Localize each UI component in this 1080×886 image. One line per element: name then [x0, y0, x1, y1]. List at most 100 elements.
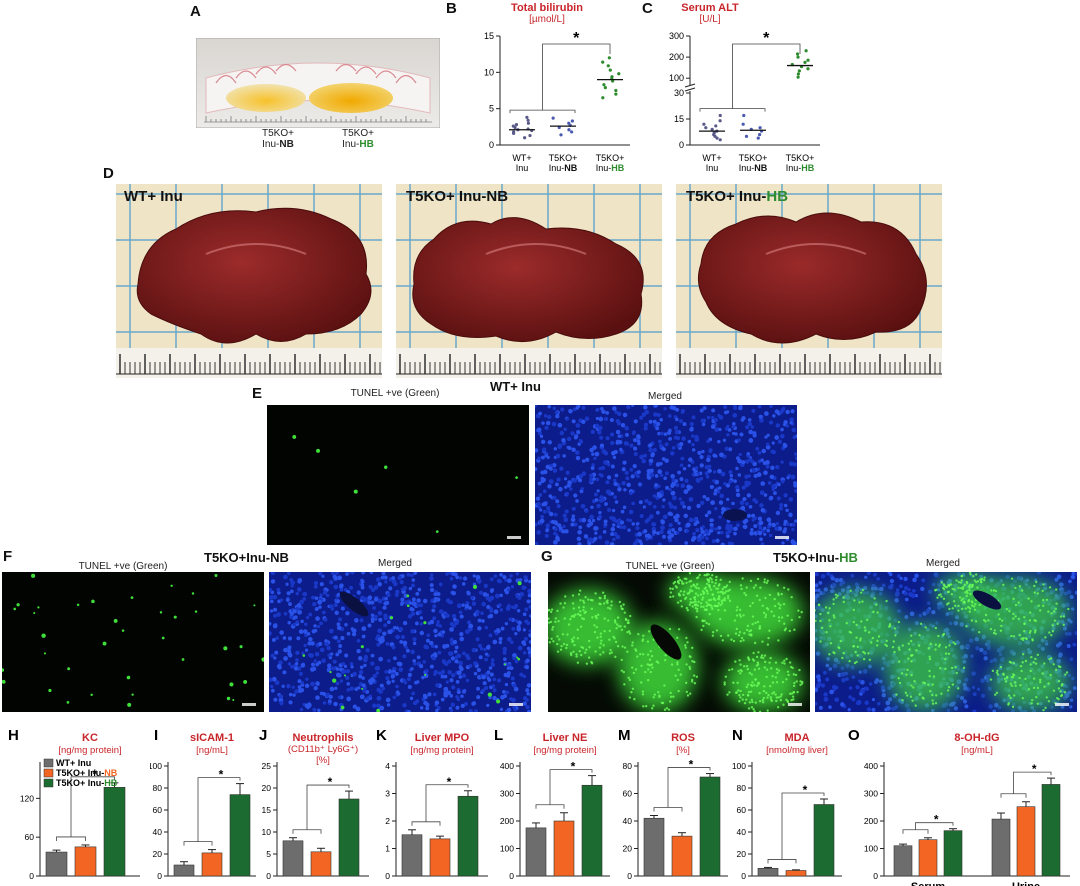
nucleus	[653, 412, 658, 417]
nucleus	[342, 669, 347, 674]
nucleus	[851, 675, 856, 679]
tunel-positive-cell	[161, 636, 165, 640]
nucleus	[270, 653, 275, 658]
nucleus	[771, 441, 775, 445]
nucleus	[718, 515, 722, 519]
nucleus	[321, 610, 326, 615]
nucleus	[525, 704, 530, 710]
nucleus	[451, 623, 456, 628]
tunel-positive-cell	[302, 654, 306, 657]
nucleus	[576, 536, 582, 542]
nucleus	[549, 511, 554, 517]
nucleus	[484, 652, 489, 656]
tunel-signal	[783, 622, 786, 625]
tunel-signal	[609, 607, 612, 610]
tunel-signal	[692, 601, 695, 604]
nucleus	[620, 423, 626, 428]
nucleus	[382, 605, 387, 610]
tunel-signal	[779, 695, 782, 698]
nucleus	[337, 649, 342, 654]
nucleus	[729, 474, 734, 478]
tunel-signal	[674, 585, 677, 588]
chart-title: ROS	[671, 732, 695, 744]
nucleus	[407, 709, 411, 712]
tunel-signal	[819, 612, 822, 616]
tunel-signal	[621, 645, 624, 648]
tunel-signal	[701, 598, 704, 601]
nucleus	[429, 583, 434, 588]
nucleus	[303, 643, 307, 648]
nucleus	[524, 665, 529, 670]
nucleus	[581, 471, 587, 476]
tunel-signal	[907, 657, 910, 660]
nucleus	[954, 615, 960, 620]
nucleus	[612, 537, 616, 542]
tunel-signal	[603, 629, 606, 633]
nucleus	[339, 679, 344, 683]
liver-photo-wt	[116, 184, 382, 378]
nucleus	[705, 536, 709, 541]
nucleus	[279, 630, 284, 635]
tunel-signal	[721, 587, 724, 591]
tunel-signal	[1036, 686, 1040, 690]
nucleus	[862, 669, 868, 674]
tunel-signal	[738, 659, 741, 662]
nucleus	[376, 695, 382, 701]
nucleus	[525, 658, 530, 663]
nucleus	[373, 614, 378, 620]
nucleus	[584, 509, 589, 513]
tunel-signal	[862, 650, 865, 654]
blood-vessel	[723, 509, 747, 521]
nucleus	[300, 681, 305, 685]
nucleus	[313, 659, 317, 663]
data-point	[602, 83, 606, 87]
nucleus	[599, 495, 604, 500]
nucleus	[317, 660, 322, 665]
tunel-signal	[711, 580, 714, 584]
tunel-signal	[777, 669, 781, 672]
nucleus	[381, 572, 386, 576]
tunel-signal	[723, 683, 726, 686]
tunel-positive-cell	[226, 696, 231, 701]
tunel-signal	[623, 611, 626, 614]
tunel-positive-cell	[406, 604, 410, 608]
nucleus	[829, 689, 834, 695]
tunel-positive-cell	[127, 702, 132, 707]
nucleus	[757, 451, 762, 455]
tunel-signal	[799, 680, 802, 683]
nucleus	[695, 520, 700, 525]
nucleus	[717, 531, 721, 535]
x-category-label: Inu	[706, 163, 719, 173]
tunel-signal	[966, 591, 969, 595]
nucleus	[269, 587, 273, 593]
nucleus	[290, 664, 294, 669]
tunel-signal	[663, 708, 667, 711]
tunel-signal	[574, 613, 577, 616]
nucleus	[553, 531, 557, 536]
nucleus	[654, 483, 658, 487]
tunel-signal	[730, 638, 733, 641]
bracket-low	[292, 829, 322, 834]
tunel-signal	[692, 584, 695, 587]
tunel-signal	[1052, 610, 1056, 613]
tunel-signal	[566, 633, 569, 636]
nucleus	[760, 458, 764, 462]
nucleus	[821, 591, 826, 595]
nucleus	[346, 631, 351, 636]
nucleus	[525, 697, 529, 702]
bar	[699, 776, 721, 877]
tunel-signal	[870, 641, 873, 644]
nucleus	[537, 481, 542, 486]
photo-label-nb: T5KO+ Inu-NB	[406, 188, 509, 205]
nucleus	[1026, 648, 1031, 652]
tunel-signal	[1042, 604, 1045, 607]
nucleus	[780, 427, 784, 432]
nucleus	[429, 640, 434, 646]
tunel-signal	[754, 678, 757, 681]
tunel-signal	[898, 681, 902, 685]
tunel-signal	[711, 634, 715, 637]
nucleus	[750, 528, 754, 532]
nucleus	[346, 682, 351, 686]
bar	[757, 868, 779, 877]
chart-unit: [µmol/L]	[529, 14, 565, 25]
